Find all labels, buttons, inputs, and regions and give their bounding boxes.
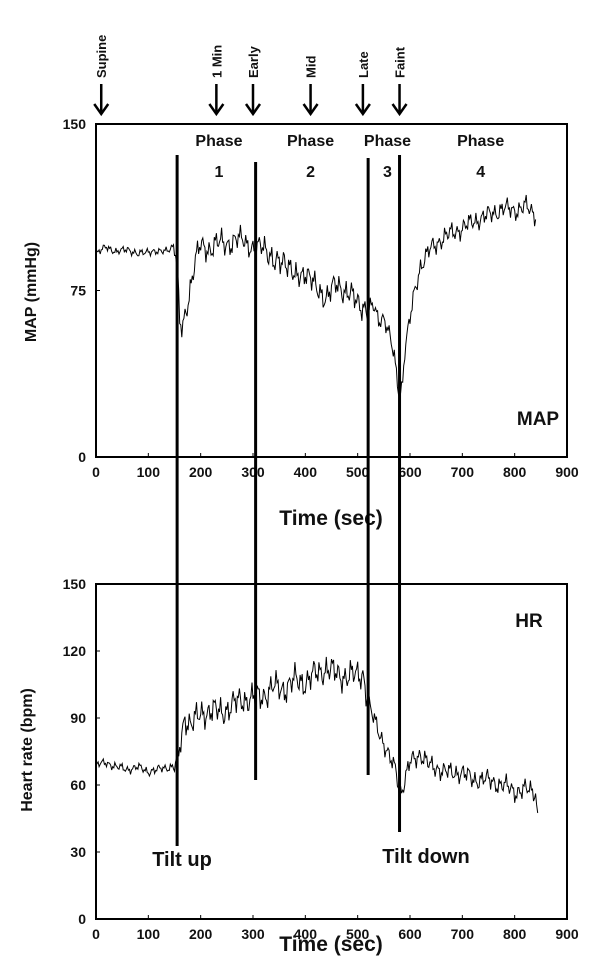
event-arrow-early-head — [244, 103, 262, 117]
map-x-tick-label: 200 — [189, 464, 213, 480]
hr-panel-title: HR — [515, 611, 543, 632]
map-x-tick-label: 300 — [241, 464, 265, 480]
hr-axis-layer: 0 100 200 300 400 500 600 700 800 900 0 30 60 90 120 15… — [63, 576, 579, 942]
map-y-axis-label: MAP (mmHg) — [23, 242, 40, 342]
hr-y-tick-label: 150 — [63, 576, 87, 592]
map-x-tick-label: 400 — [294, 464, 318, 480]
map-x-tick-label: 500 — [346, 464, 370, 480]
event-arrow-1-min-head — [208, 103, 225, 117]
hr-x-tick-label: 200 — [189, 926, 213, 942]
tilt-up-label: Tilt up — [152, 849, 212, 871]
hr-y-tick-label: 120 — [63, 643, 87, 659]
map-x-tick-label: 900 — [555, 464, 579, 480]
hr-x-tick-label: 600 — [398, 926, 422, 942]
event-arrow-late-head — [354, 103, 371, 117]
tilt-down-label: Tilt down — [382, 846, 469, 868]
phase-3-label: Phase — [364, 133, 411, 150]
map-x-tick-label: 100 — [137, 464, 161, 480]
event-label-supine: Supine — [94, 35, 109, 78]
map-panel: 0 100 200 300 400 500 600 700 800 900 0 75 150 MAP T… — [23, 116, 579, 530]
hr-series-line — [95, 656, 539, 814]
map-x-tick-label: 0 — [92, 464, 100, 480]
hr-y-tick-label: 60 — [70, 777, 86, 793]
map-x-tick-label: 700 — [451, 464, 475, 480]
event-label-faint: Faint — [393, 46, 408, 78]
map-axis-layer: 0 100 200 300 400 500 600 700 800 900 0 75 150 — [63, 116, 579, 480]
event-label-late: Late — [356, 51, 371, 78]
hr-x-tick-label: 300 — [241, 926, 265, 942]
event-label-mid: Mid — [304, 56, 319, 78]
hr-x-axis-label: Time (sec) — [279, 933, 383, 956]
hr-x-tick-label: 500 — [346, 926, 370, 942]
phase-2-label: Phase — [287, 133, 334, 150]
phase-label-layer: Phase 1 Phase 2 Phase 3 Phase 4 — [195, 133, 504, 181]
hr-x-tick-label: 800 — [503, 926, 527, 942]
hr-series-layer — [95, 656, 539, 814]
hr-y-tick-label: 30 — [70, 844, 86, 860]
event-label-1-min: 1 Min — [209, 45, 224, 78]
map-y-tick-label: 0 — [78, 449, 86, 465]
hr-y-tick-label: 90 — [70, 710, 86, 726]
map-series-line — [95, 194, 537, 400]
hr-y-tick-label: 0 — [78, 911, 86, 927]
hr-x-tick-label: 0 — [92, 926, 100, 942]
map-x-tick-label: 800 — [503, 464, 527, 480]
event-arrow-faint-head — [391, 103, 408, 117]
map-panel-title: MAP — [517, 409, 560, 430]
phase-2-number: 2 — [306, 164, 315, 181]
hr-x-tick-label: 700 — [451, 926, 475, 942]
phase-1-number: 1 — [215, 164, 224, 181]
hr-y-axis-label: Heart rate (bpm) — [19, 688, 36, 812]
vertical-line-layer — [175, 155, 402, 846]
hr-x-tick-label: 900 — [555, 926, 579, 942]
phase-4-number: 4 — [476, 164, 485, 181]
phase-4-label: Phase — [457, 133, 504, 150]
event-label-early: Early — [246, 45, 261, 78]
event-arrow-mid-head — [302, 103, 319, 117]
map-series-layer — [95, 194, 537, 400]
event-arrow-supine-head — [93, 103, 110, 117]
hr-plot-frame — [95, 583, 568, 920]
phase-1-label: Phase — [195, 133, 242, 150]
event-marker-layer: Supine 1 Min Early Mid Late Faint — [93, 35, 408, 117]
hr-x-tick-label: 100 — [137, 926, 161, 942]
hr-x-tick-label: 400 — [294, 926, 318, 942]
map-y-tick-label: 75 — [70, 283, 86, 299]
phase-3-number: 3 — [383, 164, 392, 181]
map-y-tick-label: 150 — [63, 116, 87, 132]
map-x-axis-label: Time (sec) — [279, 507, 383, 530]
map-x-tick-label: 600 — [398, 464, 422, 480]
hr-panel: 0 100 200 300 400 500 600 700 800 900 0 30 60 90 120 15… — [19, 576, 579, 956]
